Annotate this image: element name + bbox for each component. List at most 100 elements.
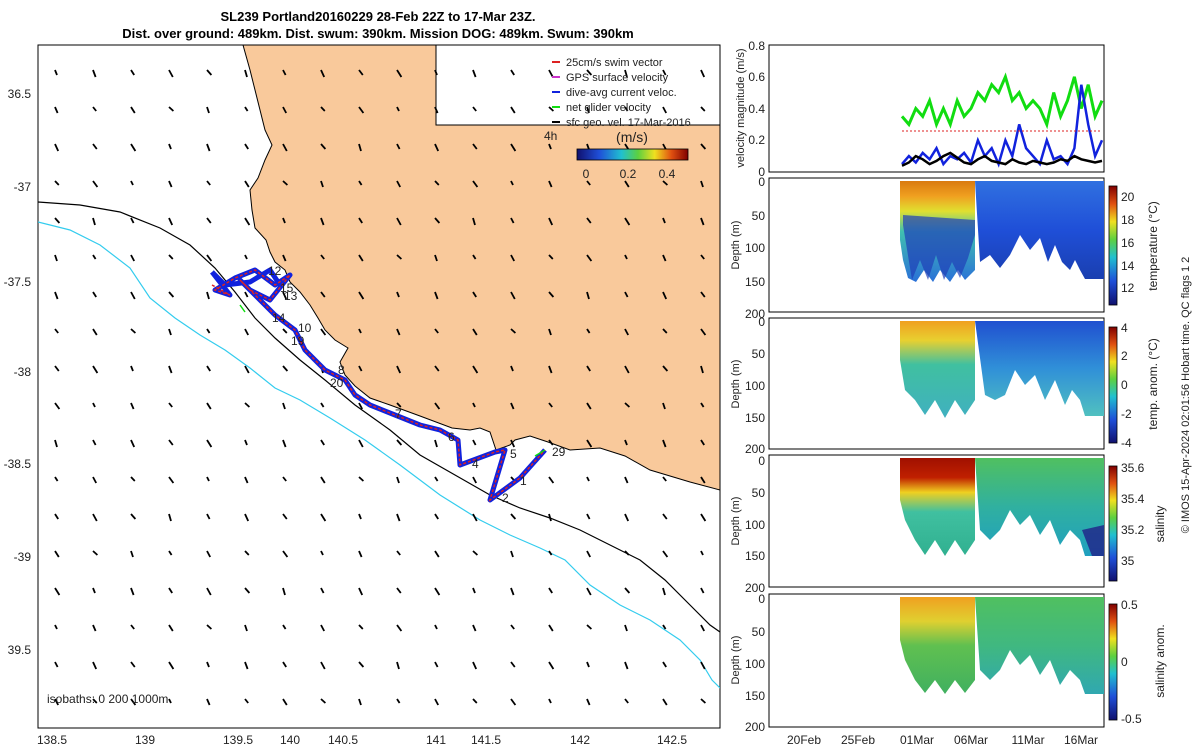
y-tick: -37 [14,180,32,194]
y-tick: 50 [752,347,766,361]
velocity-arrow [472,180,479,188]
velocity-arrow [510,69,515,76]
velocity-arrow [472,550,479,556]
velocity-arrow [586,69,593,76]
velocity-arrow [662,439,667,448]
velocity-arrow [434,69,438,76]
velocity-arrow [700,217,705,226]
velocity-arrow [92,513,98,522]
velocity-arrow [54,69,58,76]
velocity-arrow [358,217,363,224]
velocity-arrow [168,217,174,226]
velocity-arrow [244,328,249,336]
velocity-arrow [320,550,324,556]
temperature-field-cool [975,181,1104,279]
velocity-arrow [662,217,666,224]
velocity-arrow [624,698,629,704]
legend-entry: sfc geo. vel. 17-Mar-2016 [566,117,691,129]
velocity-arrow [700,365,704,374]
depth-ylabel: Depth (m) [730,497,742,546]
velocity-arrow [130,513,137,520]
velocity-arrow [510,365,514,372]
cbar-tick: 20 [1121,190,1135,204]
cbar-tick: 35.6 [1121,461,1145,475]
y-tick: 100 [745,241,765,255]
velocity-arrow [92,624,97,632]
velocity-arrow [130,143,137,152]
velocity-arrow [662,476,667,482]
velocity-arrow [472,291,477,298]
x-tick: 142.5 [657,733,687,747]
velocity-arrow [586,624,593,630]
legend-entry: GPS surface velocity [566,72,669,84]
velocity-arrow [548,587,553,594]
y-tick: 200 [745,720,765,734]
velocity-arrow [130,698,137,706]
velocity-arrow [510,550,514,558]
velocity-arrow [92,143,98,150]
y-tick: 0.2 [748,133,765,147]
velocity-arrow [510,513,517,520]
day-label: 15 [280,281,294,295]
velocity-arrow [320,624,325,632]
velocity-arrow [54,328,59,334]
cbar-tick: 35 [1121,554,1135,568]
velocity-arrow [548,698,552,704]
velocity-arrow [130,550,134,558]
velocity-arrow [624,661,629,670]
map-panel: 1 2 4 5 6 7 8 10 12 13 14 15 19 20 29 25… [4,44,721,747]
velocity-arrow [510,328,517,334]
velocity-series [900,72,1104,168]
figure-title-line2: Dist. over ground: 489km. Dist. swum: 39… [122,26,634,41]
time-tick: 11Mar [1011,733,1044,747]
day-label: 20 [330,376,344,390]
velocity-arrow [54,291,59,300]
y-tick: -38 [14,365,32,379]
velocity-arrow [700,439,705,446]
velocity-arrow [548,513,552,522]
velocity-arrow [586,365,591,372]
velocity-arrow [624,439,628,446]
velocity-arrow [320,254,325,260]
velocity-arrow [472,476,477,484]
velocity-arrow [320,291,326,298]
velocity-panel: 0 0.2 0.4 0.6 0.8 velocity magnitude (m/… [735,39,1105,179]
temperature-panel [768,177,1105,313]
day-label: 5 [510,447,517,461]
velocity-arrow [244,180,250,188]
velocity-arrow [586,661,590,668]
y-tick: 100 [745,518,765,532]
y-tick: 0.4 [748,102,765,116]
velocity-arrow [586,476,590,482]
velocity-arrow [358,328,362,334]
velocity-arrow [624,254,628,260]
x-tick: 142 [570,733,590,747]
depth-ylabel: Depth (m) [730,360,742,409]
velocity-arrow [244,365,250,374]
velocity-arrow [168,550,173,556]
velocity-arrow [92,365,99,374]
time-tick: 25Feb [841,733,875,747]
velocity-arrow [244,106,249,112]
velocity-arrow [92,439,97,446]
glider-track [210,267,547,503]
cbar-tick: 35.2 [1121,523,1145,537]
section-ylabels: Depth (m) Depth (m) Depth (m) Depth (m) [730,221,742,685]
velocity-arrow [206,217,212,224]
velocity-arrow [624,476,629,484]
isobath-label: isobaths: 0 200 1000m [47,692,168,706]
x-tick: 141.5 [471,733,501,747]
velocity-arrow [396,217,402,226]
temp-anomaly-field-warm [900,321,975,418]
velocity-arrow [624,106,629,112]
velocity-arrow [472,587,476,594]
velocity-arrow [700,291,706,298]
y-tick: 150 [745,275,765,289]
velocity-arrow [548,365,553,374]
velocity-arrow [548,254,554,260]
velocity-arrow [396,439,403,446]
velocity-arrow [396,698,401,704]
day-label: 14 [272,311,286,325]
velocity-arrow [548,661,555,670]
velocity-arrow [320,217,325,226]
